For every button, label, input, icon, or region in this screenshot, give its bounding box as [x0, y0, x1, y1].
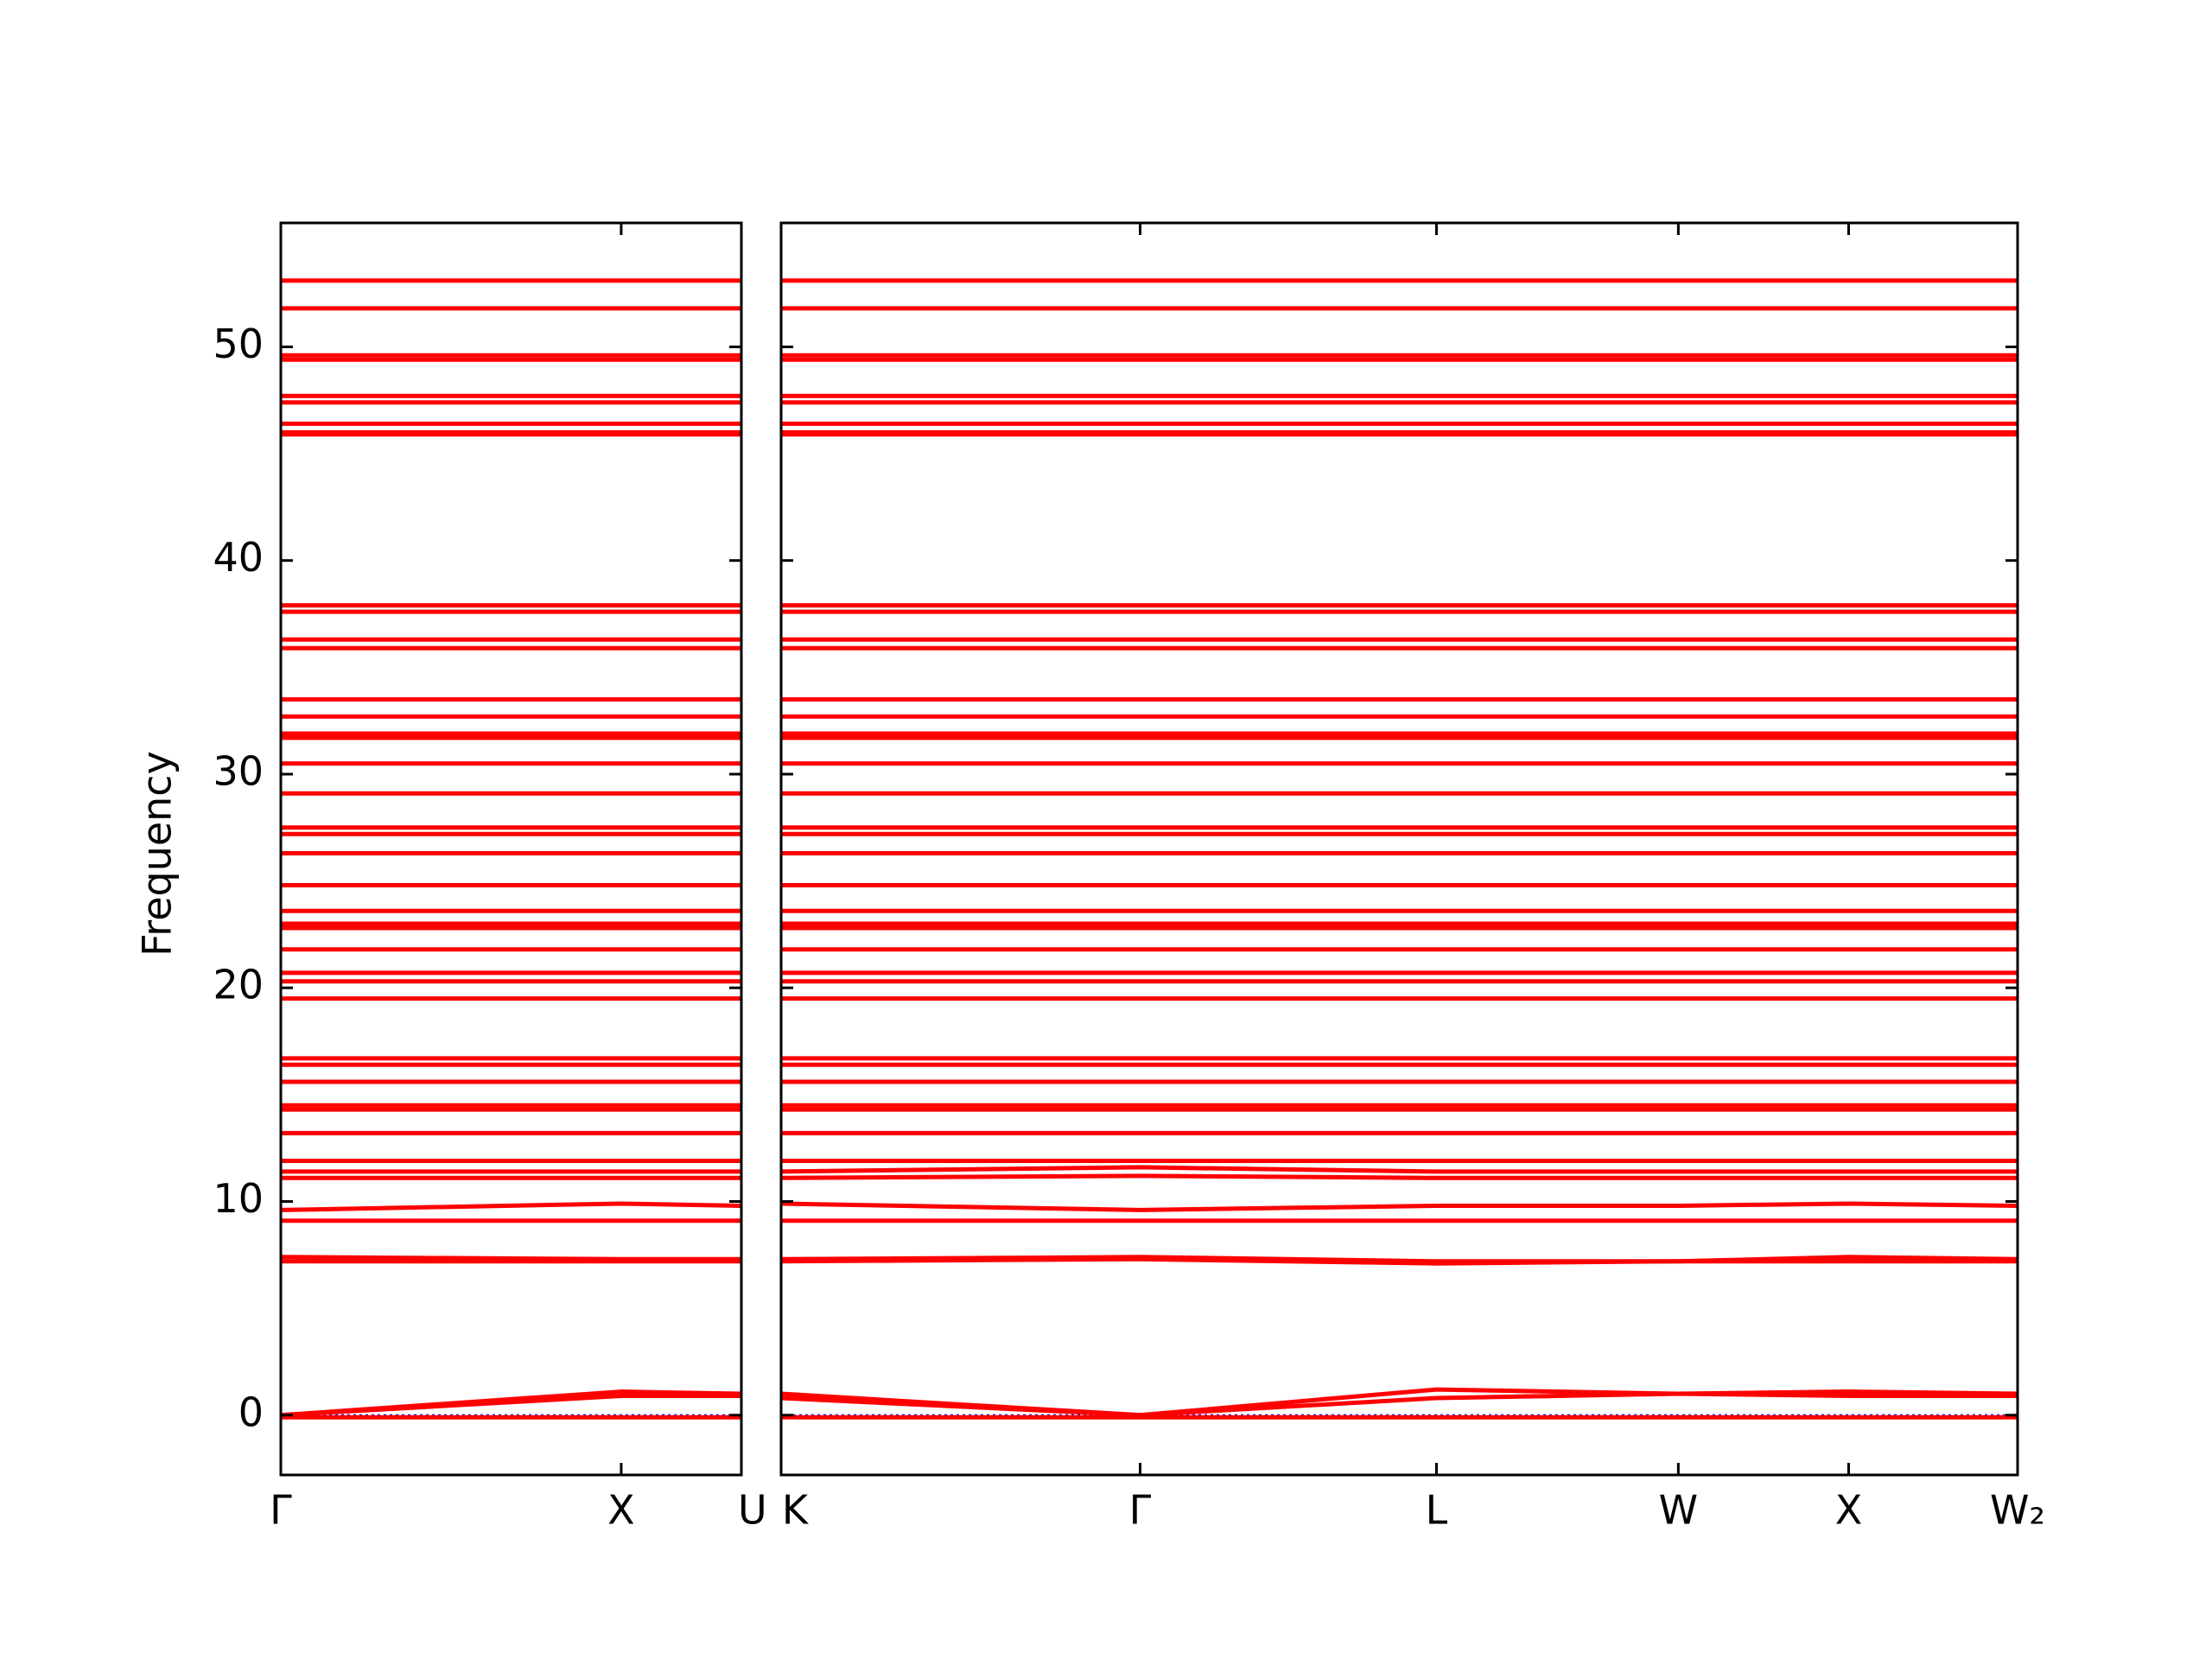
x-tick-label: W₂ [1990, 1487, 2045, 1534]
plot-frame [279, 221, 743, 1477]
y-tick-label: 0 [238, 1389, 264, 1435]
band-line [780, 1256, 2018, 1266]
x-tick-label: W [1659, 1487, 1698, 1534]
y-tick-label: 10 [213, 1175, 264, 1222]
band-line [280, 1255, 741, 1262]
y-tick-label: 20 [213, 962, 264, 1008]
x-tick-label: X [607, 1487, 635, 1534]
x-tick-label: Γ [270, 1487, 292, 1534]
band-line [780, 1201, 2018, 1212]
y-tick-label: 40 [213, 534, 264, 581]
band-line [780, 1165, 2018, 1174]
x-tick-label: K [782, 1487, 810, 1534]
x-tick-label: L [1426, 1487, 1448, 1534]
band-line [280, 1201, 742, 1212]
y-axis-label: Frequency [134, 751, 181, 957]
band-line [780, 1173, 2018, 1180]
band-line [780, 1391, 2018, 1418]
x-tick-label: X [1835, 1487, 1863, 1534]
band-line [280, 1394, 741, 1418]
x-tick-label: Γ [1129, 1487, 1152, 1534]
x-tick-label: U [738, 1487, 767, 1534]
y-tick-label: 50 [213, 321, 264, 367]
plot-frame [779, 221, 2019, 1477]
y-tick-label: 30 [213, 747, 264, 794]
